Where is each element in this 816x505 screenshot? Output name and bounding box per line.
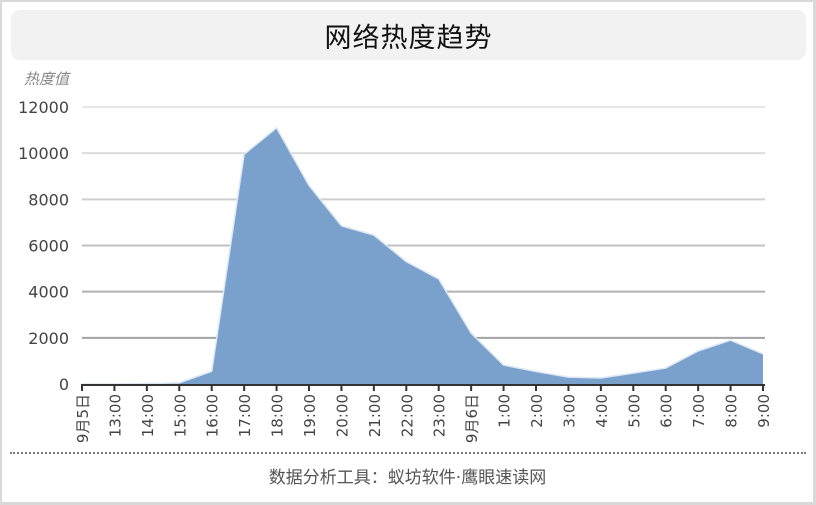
area-fill [82, 127, 763, 385]
y-tick-label: 10000 [18, 144, 69, 163]
dotted-divider [10, 452, 806, 454]
x-tick-label: 9月6日 [463, 394, 481, 443]
x-tick-label: 23:00 [431, 394, 449, 437]
x-tick-label: 4:00 [593, 394, 611, 428]
x-tick-label: 14:00 [139, 394, 157, 437]
x-tick-label: 16:00 [204, 394, 222, 437]
area-line [82, 126, 764, 385]
x-tick-label: 17:00 [236, 394, 254, 437]
x-tick-label: 7:00 [690, 394, 708, 428]
x-tick-label: 8:00 [723, 394, 741, 428]
x-tick-label: 1:00 [496, 394, 514, 428]
x-tick-label: 21:00 [366, 394, 384, 437]
x-tick-label: 9:00 [755, 394, 773, 428]
x-tick-label: 19:00 [301, 394, 319, 437]
y-tick-label: 12000 [18, 98, 69, 117]
y-tick-label: 0 [59, 375, 69, 394]
x-tick-label: 2:00 [528, 394, 546, 428]
y-tick-label: 2000 [28, 329, 69, 348]
x-tick-label: 6:00 [658, 394, 676, 428]
x-tick-label: 22:00 [398, 394, 416, 437]
chart-title: 网络热度趋势 [324, 22, 493, 54]
area-chart: 0 2000 4000 6000 8000 10000 12000 9月5日 13:00 14:0… [18, 98, 773, 443]
y-tick-label: 8000 [28, 190, 69, 209]
y-tick-label: 4000 [28, 283, 69, 302]
x-tick-label: 9月5日 [74, 394, 92, 443]
x-tick-label: 15:00 [171, 394, 189, 437]
y-tick-label: 6000 [28, 237, 69, 256]
x-tick-label: 20:00 [333, 394, 351, 437]
x-tick-label: 18:00 [269, 394, 287, 437]
footer-credit: 数据分析工具：蚁坊软件·鹰眼速读网 [268, 468, 547, 488]
x-tick-label: 3:00 [560, 394, 578, 428]
x-tick-label: 5:00 [625, 394, 643, 428]
y-axis-title: 热度值 [24, 70, 70, 88]
title-bar: 网络热度趋势 [11, 10, 806, 60]
x-tick-label: 13:00 [106, 394, 124, 437]
